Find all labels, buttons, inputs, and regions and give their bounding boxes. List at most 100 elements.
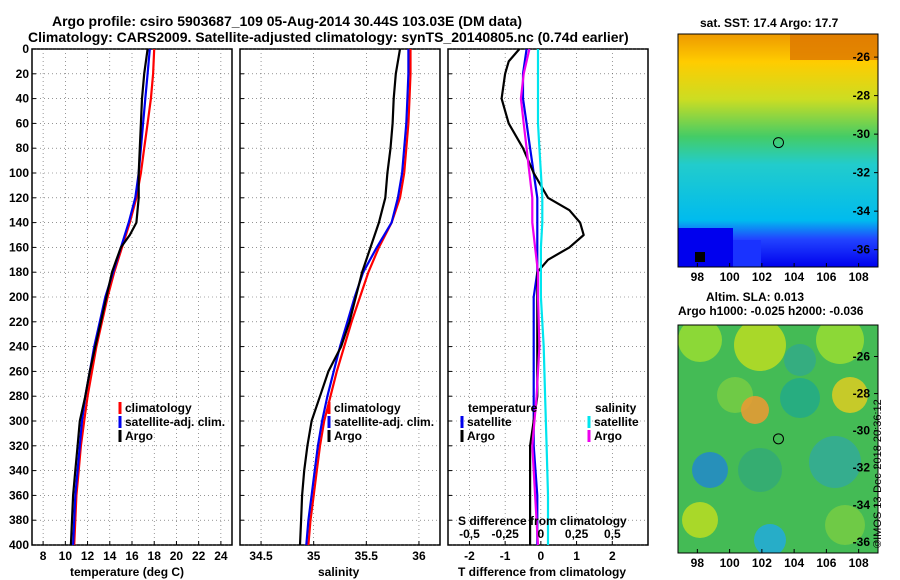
x-tick-label: 10 [59,549,73,563]
y-tick-label: 260 [9,364,29,378]
x-tick-label: 1 [573,549,580,563]
sst-argo-marker [772,137,784,149]
figure-title-line1: Argo profile: csiro 5903687_109 05-Aug-2… [52,13,522,29]
salinity-xlabel: salinity [318,565,360,579]
temperature-legend: climatology satellite-adj. clim. Argo [118,401,225,443]
map-y-tick-label: -36 [853,243,871,257]
sst-map-title: sat. SST: 17.4 Argo: 17.7 [700,16,839,30]
sla-anomaly-blob [816,325,864,364]
legend-label-climatology: climatology [125,401,192,415]
x-tick-label: -2 [464,549,475,563]
difference-xlabel: T difference from climatology [458,565,626,579]
y-tick-label: 280 [9,389,29,403]
sla-anomaly-blob [692,452,728,488]
map-x-tick-label: 108 [849,270,869,284]
map-x-tick-label: 98 [691,270,705,284]
series-line-argo [69,48,149,546]
y-tick-label: 80 [16,141,30,155]
sla-anomaly-blob [734,325,786,371]
map-y-tick-label: -26 [853,50,871,64]
legend-label-t-argo: Argo [467,429,495,443]
x-tick-label: 35 [307,549,321,563]
y-tick-label: 340 [9,464,29,478]
map-y-tick-label: -34 [853,204,871,218]
y-tick-label: 100 [9,166,29,180]
legend-label-argo: Argo [125,429,153,443]
y-tick-label: 120 [9,191,29,205]
x-tick-label: 24 [214,549,228,563]
map-y-tick-label: -32 [853,166,871,180]
map-x-tick-label: 98 [691,556,705,570]
sla-map: Altim. SLA: 0.013 Argo h1000: -0.025 h20… [677,290,879,570]
difference-legend: temperature satellite Argo salinity sate… [460,401,639,443]
sla-anomaly-blob [738,448,782,492]
y-tick-label: 180 [9,265,29,279]
map-y-tick-label: -28 [853,387,871,401]
temperature-plot: 0 20 40 60 80 100 120 140 160 180 200 220 240 260 280 3… [9,42,233,579]
map-x-tick-label: 104 [784,556,804,570]
legend-label-argo: Argo [334,429,362,443]
y-tick-label: 360 [9,488,29,502]
series-line-argo [298,48,402,546]
x-tick-label: 16 [125,549,139,563]
sst-cold-patch [678,228,733,267]
series-line-s-argo [519,48,541,546]
x2-tick-label: 0,5 [604,527,621,541]
sla-anomaly-blob [825,505,865,545]
y-tick-label: 40 [16,92,30,106]
legend-label-satellite: satellite-adj. clim. [334,415,434,429]
x-tick-label: 8 [40,549,47,563]
x2-tick-label: 0 [538,527,545,541]
map-x-tick-label: 102 [752,270,772,284]
y-tick-label: 380 [9,513,29,527]
map-y-tick-label: -26 [853,350,871,364]
legend-title-temperature: temperature [468,401,538,415]
y-tick-label: 400 [9,538,29,552]
y-tick-label: 200 [9,290,29,304]
map-x-tick-label: 108 [849,556,869,570]
sla-map-title2: Argo h1000: -0.025 h2000: -0.036 [678,304,864,318]
legend-label-climatology: climatology [334,401,401,415]
y-tick-label: 240 [9,340,29,354]
y-tick-label: 320 [9,439,29,453]
x-tick-label: 18 [148,549,162,563]
figure-title-line2: Climatology: CARS2009. Satellite-adjuste… [28,29,629,45]
sla-anomaly-blob [832,377,868,413]
series-line-climatology [307,49,412,546]
legend-label-s-satellite: satellite [594,415,639,429]
map-x-tick-label: 106 [816,556,836,570]
y-tick-label: 160 [9,240,29,254]
x-tick-label: 22 [192,549,206,563]
sla-argo-marker [772,433,784,445]
x-tick-label: 2 [609,549,616,563]
salinity-plot: 34.5 35 35.5 36 salinity climatology satell… [239,48,441,579]
map-y-tick-label: -36 [853,535,871,549]
map-x-tick-label: 104 [784,270,804,284]
legend-label-t-satellite: satellite [467,415,512,429]
sla-anomaly-blob [780,378,820,418]
x-tick-label: 36 [412,549,426,563]
x-tick-label: -1 [500,549,511,563]
map-x-tick-label: 100 [720,556,740,570]
sst-warm-patch [790,34,878,60]
x-tick-label: 35.5 [355,549,379,563]
map-x-tick-label: 102 [752,556,772,570]
sst-map: sat. SST: 17.4 Argo: 17.7 98 100 102 104 106… [677,16,879,284]
x2-tick-label: -0,25 [491,527,519,541]
sst-cold-patch-2 [733,240,761,267]
x-tick-label: 34.5 [249,549,273,563]
salinity-legend: climatology satellite-adj. clim. Argo [327,401,434,443]
y-tick-label: 0 [22,42,29,56]
sla-anomaly-blob [678,325,722,362]
y-tick-label: 20 [16,67,30,81]
map-x-tick-label: 106 [816,270,836,284]
x-tick-label: 20 [170,549,184,563]
temperature-xlabel: temperature (deg C) [70,565,184,579]
sla-map-frame [677,324,879,554]
x-tick-label: 14 [103,549,117,563]
legend-label-s-argo: Argo [594,429,622,443]
x2-tick-label: -0,5 [459,527,480,541]
credit-text: ©IMOS 13-Dec-2018 20:36:12 [872,399,884,548]
difference-plot: -2 -1 0 1 2 -0,5 -0,25 0 0,25 0,5 T difference fr… [447,48,649,579]
y-tick-label: 60 [16,116,30,130]
